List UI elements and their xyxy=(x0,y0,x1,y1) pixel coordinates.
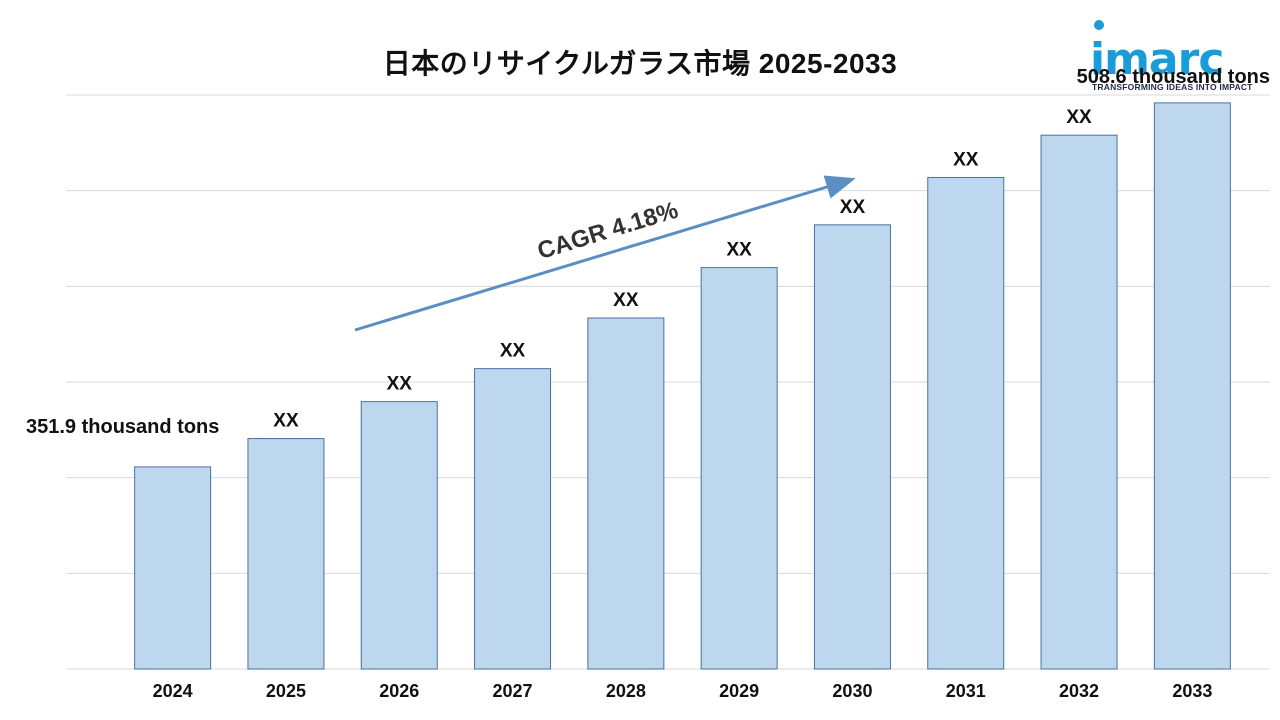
x-tick-2025: 2025 xyxy=(266,681,306,701)
bar-2030 xyxy=(813,224,891,670)
cagr-arrow xyxy=(354,175,856,332)
data-label-2033: 508.6 thousand tons xyxy=(1077,66,1270,88)
data-label-2029: XX xyxy=(726,240,752,261)
x-tick-2027: 2027 xyxy=(493,681,533,701)
bar-2031 xyxy=(927,176,1005,670)
imarc-logo: imarc TRANSFORMING IDEAS INTO IMPACT xyxy=(1090,20,1270,100)
x-tick-2033: 2033 xyxy=(1172,681,1212,701)
x-tick-2032: 2032 xyxy=(1059,681,1099,701)
x-tick-2028: 2028 xyxy=(606,681,646,701)
bar-2024 xyxy=(134,466,212,670)
data-label-2028: XX xyxy=(613,290,639,311)
data-label-2025: XX xyxy=(273,411,299,432)
bar-2026 xyxy=(360,401,438,670)
bar-2033 xyxy=(1153,102,1231,670)
x-tick-2026: 2026 xyxy=(379,681,419,701)
data-label-2026: XX xyxy=(387,374,413,395)
bar-2027 xyxy=(474,368,552,670)
logo-dot-icon xyxy=(1094,20,1104,30)
data-label-2031: XX xyxy=(953,149,979,170)
data-label-2030: XX xyxy=(840,197,866,218)
logo-wordmark: imarc xyxy=(1090,34,1224,85)
bar-2029 xyxy=(700,267,778,670)
data-label-2024: 351.9 thousand tons xyxy=(26,416,219,438)
chart-title: 日本のリサイクルガラス市場 2025-2033 xyxy=(382,48,898,79)
x-tick-2024: 2024 xyxy=(153,681,193,701)
bar-2028 xyxy=(587,317,665,670)
logo-tagline: TRANSFORMING IDEAS INTO IMPACT xyxy=(1092,82,1253,92)
bar-2032 xyxy=(1040,134,1118,670)
x-tick-2029: 2029 xyxy=(719,681,759,701)
data-labels: 351.9 thousand tons XX XX XX XX XX XX XX XX 508.6… xyxy=(26,66,1270,438)
data-label-2027: XX xyxy=(500,341,526,362)
x-axis-ticks: 2024 2025 2026 2027 2028 2029 2030 2031 2032 2033 xyxy=(153,681,1213,701)
x-tick-2031: 2031 xyxy=(946,681,986,701)
bar-2025 xyxy=(247,438,325,670)
bars xyxy=(134,102,1231,670)
x-tick-2030: 2030 xyxy=(832,681,872,701)
data-label-2032: XX xyxy=(1066,107,1092,128)
